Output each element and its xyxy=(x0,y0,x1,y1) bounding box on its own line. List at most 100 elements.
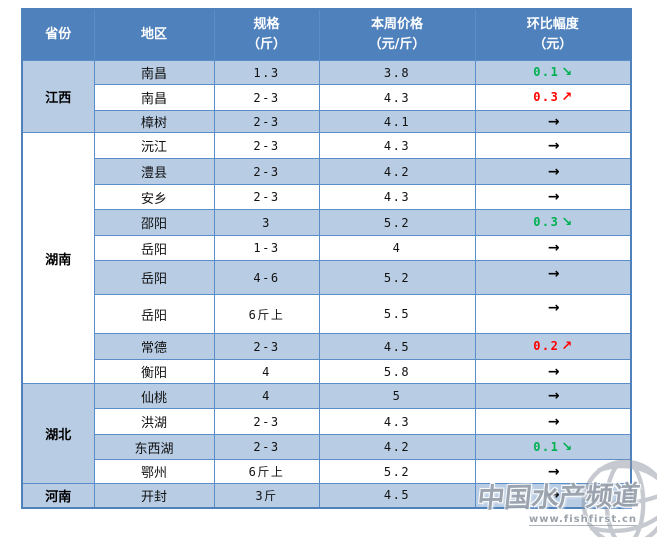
change-cell: → xyxy=(474,294,632,334)
spec-cell: 2-3 xyxy=(213,184,320,210)
right-arrow-icon: → xyxy=(547,113,560,130)
region-cell: 鄂州 xyxy=(93,459,215,484)
price-cell: 4.3 xyxy=(318,84,476,111)
spec-cell: 4 xyxy=(213,359,320,384)
change-cell: 0.1 ↘ xyxy=(474,434,632,460)
change-cell: → xyxy=(474,483,632,508)
table-row: 河南 开封 3斤 4.5 → xyxy=(21,483,632,508)
spec-cell: 2-3 xyxy=(213,333,320,360)
header-row: 省份 地区 规格 （斤） 本周价格 （元/斤） 环比幅度 （元） xyxy=(21,8,632,61)
watermark-url: www.fishfirst.cn xyxy=(528,514,637,526)
down-right-arrow-icon: ↘ xyxy=(561,439,573,455)
right-arrow-icon: → xyxy=(547,137,560,154)
region-cell: 衡阳 xyxy=(93,359,215,384)
region-cell: 南昌 xyxy=(93,60,215,85)
price-cell: 5 xyxy=(318,383,476,409)
price-table: 省份 地区 规格 （斤） 本周价格 （元/斤） 环比幅度 （元） xyxy=(21,8,632,509)
change-cell: → xyxy=(474,359,632,384)
region-cell: 樟树 xyxy=(93,110,215,133)
spec-cell: 3斤 xyxy=(213,483,320,508)
table-row: 岳阳 4-6 5.2 → xyxy=(22,260,632,295)
price-cell: 4.1 xyxy=(318,110,476,133)
province-cell: 河南 xyxy=(21,483,95,508)
price-cell: 3.8 xyxy=(318,60,476,85)
change-cell: 0.2 ↗ xyxy=(474,333,632,360)
table-row: 岳阳 6斤上 5.5 → xyxy=(22,294,632,334)
col-header-province-label: 省份 xyxy=(45,27,72,42)
up-right-arrow-icon: ↗ xyxy=(561,339,573,354)
col-header-price: 本周价格 （元/斤） xyxy=(318,8,476,61)
right-arrow-icon: → xyxy=(547,413,560,430)
change-value: 0.2 xyxy=(533,339,560,353)
right-arrow-icon: → xyxy=(547,388,560,404)
price-cell: 5.8 xyxy=(318,359,476,384)
table-row: 湖北 仙桃 4 5 → xyxy=(21,383,632,484)
right-arrow-icon: → xyxy=(547,163,560,180)
change-cell: → xyxy=(474,184,632,210)
right-arrow-icon: → xyxy=(547,240,560,256)
change-cell: → xyxy=(474,235,632,261)
price-cell: 4.3 xyxy=(318,184,476,210)
table-row: 安乡 2-3 4.3 → xyxy=(22,184,632,210)
table-row: 衡阳 4 5.8 → xyxy=(22,359,632,384)
table-row: 洪湖 2-3 4.3 → xyxy=(22,408,632,435)
col-header-spec-label: 规格 xyxy=(253,17,280,32)
spec-cell: 2-3 xyxy=(213,84,320,111)
region-cell: 澧县 xyxy=(93,158,215,185)
spec-cell: 3 xyxy=(213,209,320,236)
spec-cell: 2-3 xyxy=(213,158,320,185)
change-value: 0.3 xyxy=(533,215,560,229)
right-arrow-icon: → xyxy=(547,266,560,282)
spec-cell: 2-3 xyxy=(213,132,320,159)
region-cell: 东西湖 xyxy=(93,434,215,460)
change-cell: → xyxy=(474,459,632,484)
table-row: 常德 2-3 4.5 0.2 ↗ xyxy=(22,333,632,360)
col-header-region: 地区 xyxy=(93,8,215,61)
region-cell: 仙桃 xyxy=(93,383,215,409)
change-cell: 0.3 ↘ xyxy=(474,209,632,236)
col-header-price-unit: （元/斤） xyxy=(368,37,426,52)
table-row: 南昌 2-3 4.3 0.3 ↗ xyxy=(22,84,632,111)
table-row: 江西 南昌 1.3 3.8 0.1 ↘ xyxy=(21,60,632,133)
up-right-arrow-icon: ↗ xyxy=(561,90,573,105)
price-cell: 4.5 xyxy=(318,483,476,508)
spec-cell: 4 xyxy=(213,383,320,409)
price-cell: 5.2 xyxy=(318,459,476,484)
change-cell: → xyxy=(474,158,632,185)
col-header-change-unit: （元） xyxy=(533,37,573,52)
spec-cell: 2-3 xyxy=(213,434,320,460)
price-cell: 5.2 xyxy=(318,209,476,236)
province-cell: 江西 xyxy=(21,60,95,133)
region-cell: 岳阳 xyxy=(93,235,215,261)
spec-cell: 2-3 xyxy=(213,110,320,133)
region-cell: 邵阳 xyxy=(93,209,215,236)
right-arrow-icon: → xyxy=(547,189,560,205)
region-cell: 岳阳 xyxy=(93,260,215,295)
down-right-arrow-icon: ↘ xyxy=(561,65,573,80)
spec-cell: 1-3 xyxy=(213,235,320,261)
change-cell: → xyxy=(474,132,632,159)
region-cell: 开封 xyxy=(93,483,215,508)
table-row: 岳阳 1-3 4 → xyxy=(22,235,632,261)
price-cell: 4.2 xyxy=(318,434,476,460)
table-row: 澧县 2-3 4.2 → xyxy=(22,158,632,185)
right-arrow-icon: → xyxy=(547,300,560,316)
col-header-spec-unit: （斤） xyxy=(246,37,286,52)
table-row: 邵阳 3 5.2 0.3 ↘ xyxy=(22,209,632,236)
right-arrow-icon: → xyxy=(547,487,560,504)
table-row: 东西湖 2-3 4.2 0.1 ↘ xyxy=(22,434,632,460)
change-cell: → xyxy=(474,260,632,295)
col-header-spec: 规格 （斤） xyxy=(213,8,320,61)
col-header-region-label: 地区 xyxy=(140,27,167,42)
change-value: 0.1 xyxy=(533,439,560,454)
region-cell: 沅江 xyxy=(93,132,215,159)
change-cell: 0.1 ↘ xyxy=(474,60,632,85)
price-cell: 4.5 xyxy=(318,333,476,360)
price-cell: 5.5 xyxy=(318,294,476,334)
spec-cell: 6斤上 xyxy=(213,459,320,484)
change-value: 0.1 xyxy=(533,65,560,79)
col-header-change-label: 环比幅度 xyxy=(526,17,579,32)
price-cell: 4.3 xyxy=(318,132,476,159)
right-arrow-icon: → xyxy=(547,463,560,480)
